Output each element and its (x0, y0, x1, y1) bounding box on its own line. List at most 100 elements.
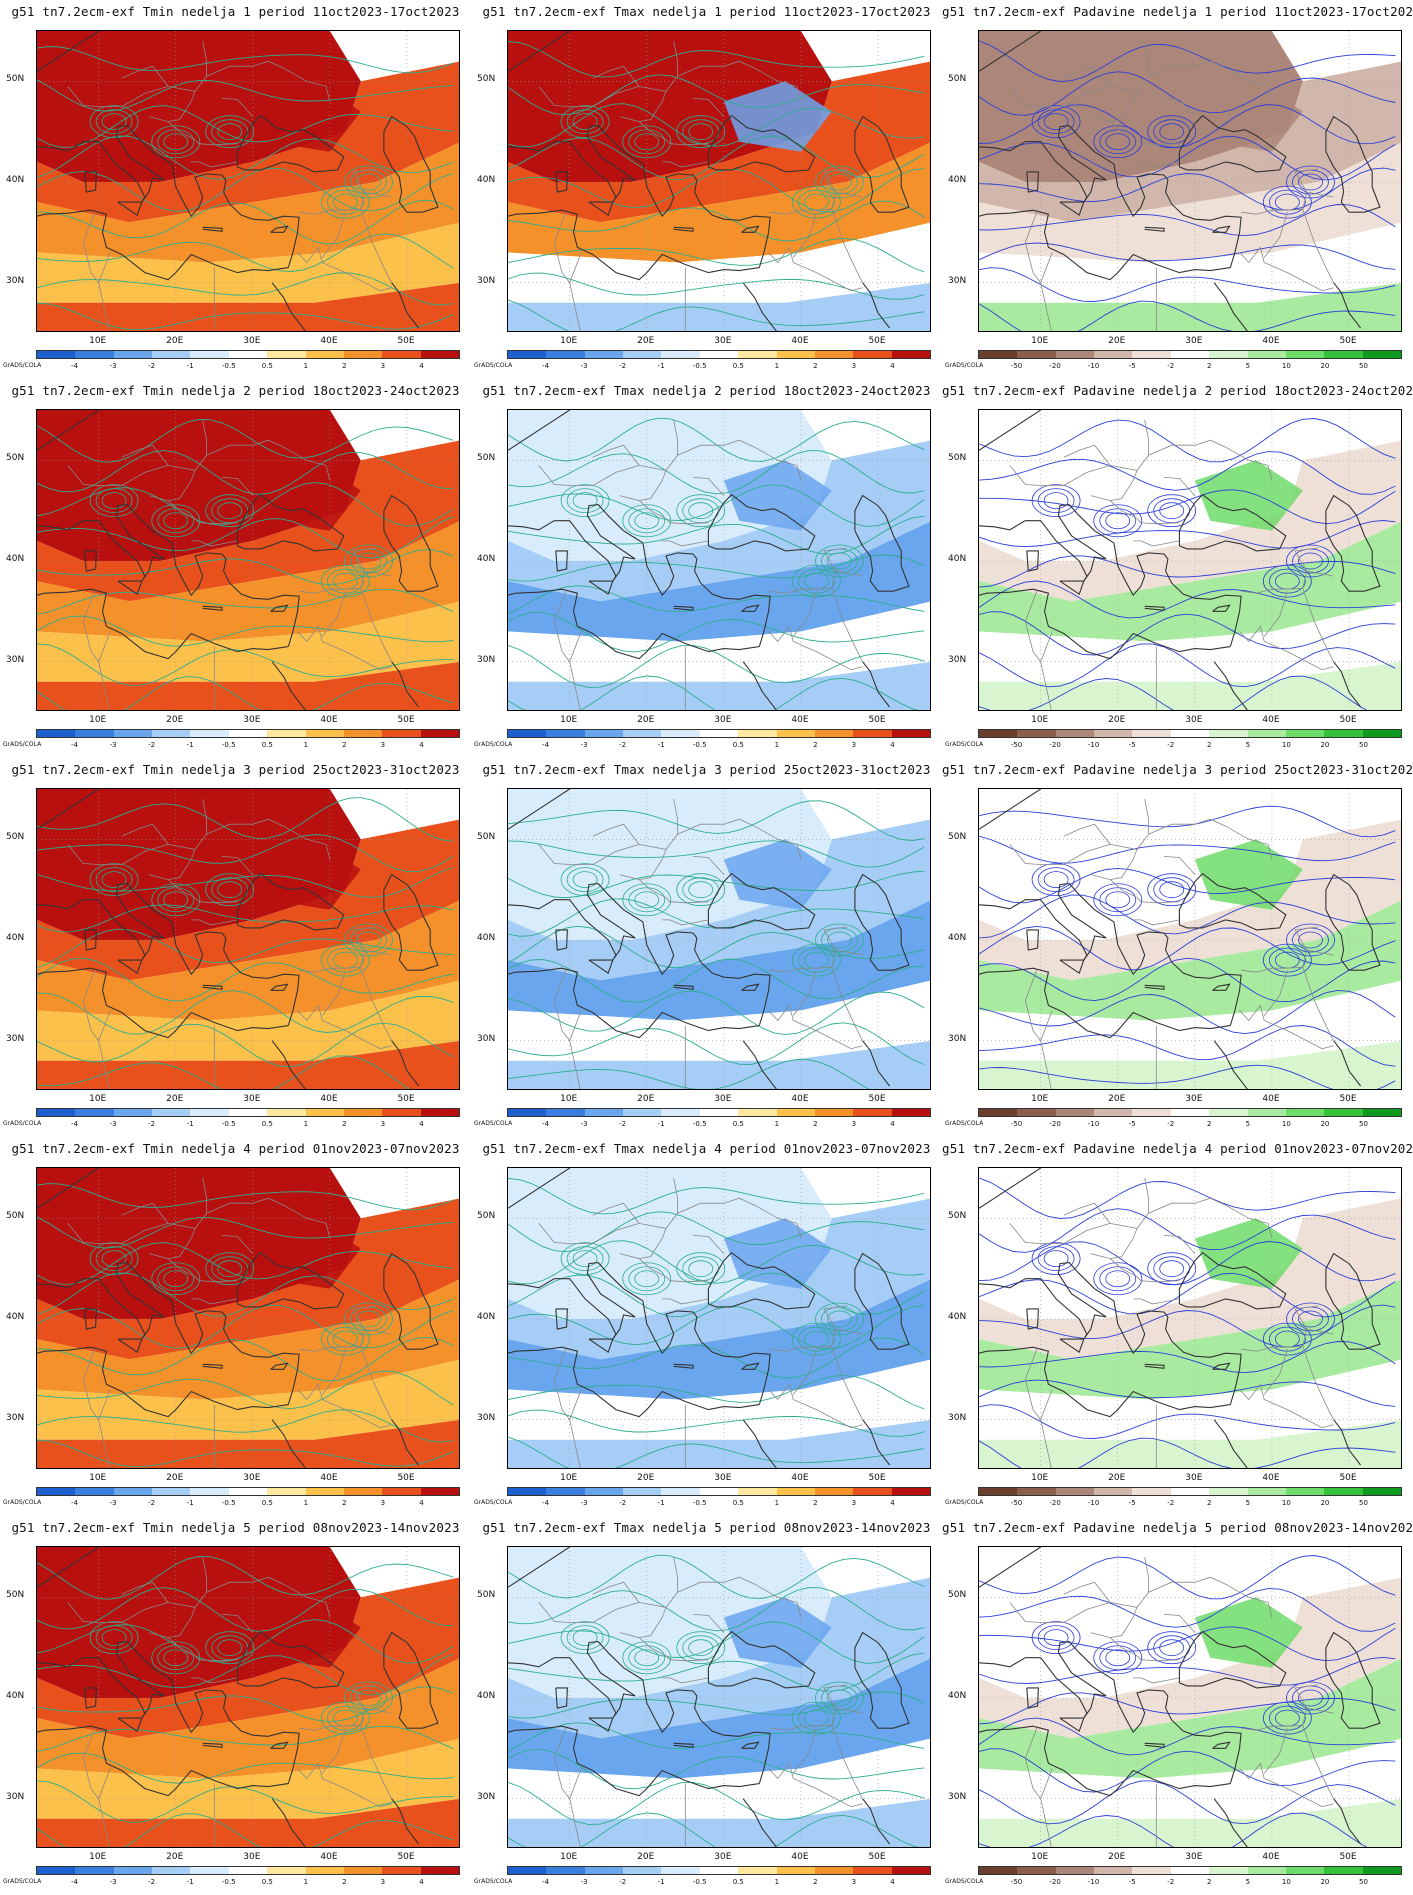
contour-ring (688, 123, 714, 141)
border-line (770, 1305, 848, 1352)
contour-line (979, 267, 1396, 302)
coastlines (37, 31, 439, 331)
latitude-label: 40N (477, 554, 496, 564)
contour-ring (1105, 1649, 1131, 1667)
forecast-panel-precip-week-4: g51 tn7.2ecm-exf Padavine nedelja 4 peri… (942, 1137, 1413, 1516)
longitude-label: 50E (868, 336, 886, 346)
contour-line (37, 419, 454, 463)
border-line (1239, 625, 1334, 671)
contour-ring (163, 133, 189, 151)
contour-line (508, 1781, 925, 1826)
contour-line (508, 1749, 925, 1790)
colorbar-tick-label: -2 (148, 1878, 156, 1886)
contour-line (508, 272, 925, 300)
colorbar-swatch (113, 1488, 153, 1495)
border-line (569, 1389, 582, 1468)
coast-line (979, 967, 1231, 1039)
border-line (297, 1762, 392, 1808)
forecast-panel-tmin-week-5: g51 tn7.2ecm-exf Tmin nedelja 5 period 0… (0, 1516, 471, 1895)
contour-line (37, 1022, 454, 1068)
coast-line (236, 1630, 345, 1689)
latitude-label: 40N (6, 175, 25, 185)
anomaly-zone (508, 900, 930, 1021)
colorbar-tick-label: -4 (542, 1878, 550, 1886)
longitude-label: 10E (89, 1473, 107, 1483)
contour-ring (1268, 1326, 1306, 1352)
latitude-label: 30N (6, 1412, 25, 1423)
coast-line (383, 873, 439, 971)
coast-line (1213, 1419, 1248, 1468)
contour-line (979, 1304, 1396, 1348)
longitude-label: 40E (320, 1094, 338, 1104)
border-line (221, 856, 254, 875)
contour-ring (89, 484, 139, 517)
contour-line (37, 105, 454, 148)
coast-line (588, 1717, 614, 1733)
colorbar-swatch (382, 1488, 421, 1495)
colorbar-swatch (382, 730, 421, 737)
map-svg (37, 1168, 459, 1468)
anomaly-field (37, 1168, 459, 1468)
country-borders (538, 41, 863, 331)
colorbar-swatch (1170, 351, 1210, 358)
border-line (321, 970, 346, 1016)
map-plot (507, 1167, 931, 1469)
longitude-label: 20E (1108, 1473, 1126, 1483)
colorbar-tick-label: 2 (342, 1878, 347, 1886)
border-line (191, 1298, 238, 1305)
border-line (592, 1202, 640, 1224)
contour-line (37, 233, 454, 272)
longitude-label: 30E (1185, 715, 1203, 725)
colorbar (978, 729, 1402, 738)
coastlines (37, 410, 439, 710)
contour-line (979, 1780, 1396, 1825)
graticule (508, 1168, 930, 1468)
anomaly-field (508, 1547, 930, 1847)
coast-line (854, 115, 910, 213)
colorbar-swatch (623, 1109, 662, 1116)
longitude-label: 10E (560, 1473, 578, 1483)
contour-line (37, 797, 454, 842)
contour-ring (815, 544, 864, 578)
longitude-label: 30E (243, 715, 261, 725)
contour-ring (676, 115, 726, 149)
latitude-label: 40N (477, 1691, 496, 1701)
map-plot (36, 409, 460, 711)
contour-line (37, 928, 454, 969)
colorbar-swatch (891, 1867, 930, 1874)
coast-line (84, 550, 97, 572)
colorbar-swatch (267, 351, 306, 358)
contour-line (37, 1304, 454, 1349)
coast-line (383, 1252, 439, 1350)
border-line (1024, 1728, 1042, 1799)
colorbar-tick-label: -50 (1010, 1499, 1023, 1507)
anomaly-zone (37, 282, 459, 331)
contour-line (37, 135, 454, 180)
colorbar-swatch (508, 1109, 547, 1116)
coastlines (979, 31, 1381, 331)
contour-line (979, 805, 1396, 838)
border-line (221, 477, 254, 496)
colorbar-swatch (776, 1867, 815, 1874)
colorbar-swatch (979, 1867, 1018, 1874)
contour-ring (560, 105, 610, 138)
latitude-label: 40N (948, 1691, 967, 1701)
coast-line (117, 1717, 143, 1733)
contour-ring (815, 165, 864, 199)
border-line (321, 212, 346, 258)
colorbar-tick-label: 20 (1320, 1499, 1330, 1507)
contour-ring (163, 891, 189, 909)
longitude-label: 40E (320, 1473, 338, 1483)
contour-ring (1159, 881, 1185, 899)
colorbar-swatch (853, 351, 892, 358)
coast-line (1059, 1717, 1085, 1733)
border-line (592, 1581, 640, 1603)
border-line (792, 1349, 817, 1395)
colorbar-swatch (1094, 1867, 1133, 1874)
border-line (1241, 926, 1319, 973)
border-line (569, 631, 582, 710)
colorbar-swatch (1132, 730, 1171, 737)
colorbar-swatch (699, 1867, 739, 1874)
coast-line (37, 1168, 100, 1209)
coast-line (1178, 1630, 1287, 1689)
